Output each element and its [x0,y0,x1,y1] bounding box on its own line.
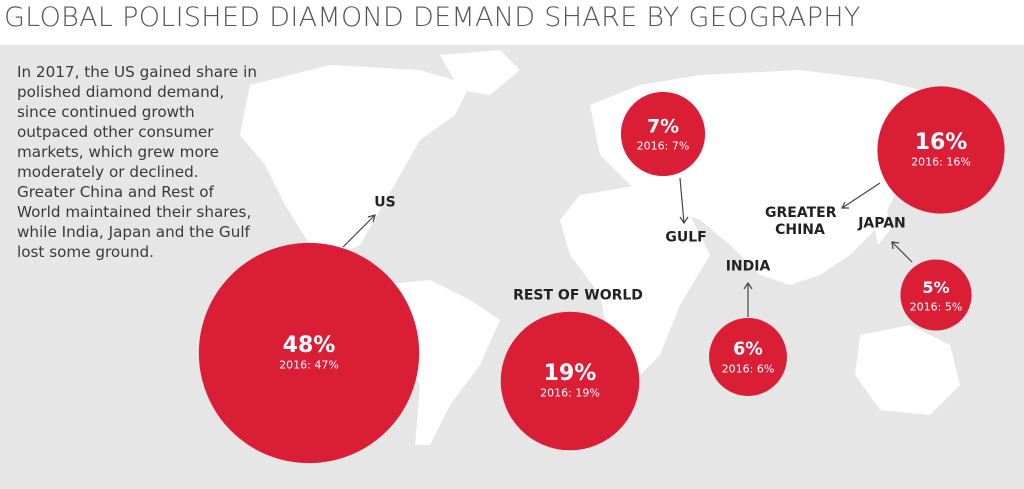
category-label: REST OF WORLD [513,287,643,304]
value-label: 5% [922,278,950,298]
previous-label: 2016: 47% [279,358,339,372]
bubble [900,259,972,331]
chart-title: GLOBAL POLISHED DIAMOND DEMAND SHARE BY … [4,2,861,33]
previous-label: 2016: 6% [721,362,775,376]
map [0,45,1024,489]
category-label: JAPAN [858,215,906,232]
value-label: 16% [914,129,968,155]
value-label: 7% [646,115,680,138]
previous-label: 2016: 5% [909,300,963,314]
bubble [198,242,420,464]
description: In 2017, the US gained share in polished… [17,63,257,261]
value-label: 6% [733,339,763,360]
pointer-arrows [342,177,913,317]
previous-label: 2016: 7% [636,139,690,153]
bubble [877,86,1005,214]
category-label: GULF [665,229,707,246]
category-label: GREATER CHINA [765,205,837,238]
previous-label: 2016: 16% [911,155,971,169]
category-label: US [374,194,396,211]
value-label: 48% [282,332,336,358]
bubble [500,311,640,451]
previous-label: 2016: 19% [540,386,600,400]
bubble [620,91,706,177]
value-label: 19% [543,360,597,386]
bubble [709,318,787,396]
category-label: INDIA [725,258,771,275]
